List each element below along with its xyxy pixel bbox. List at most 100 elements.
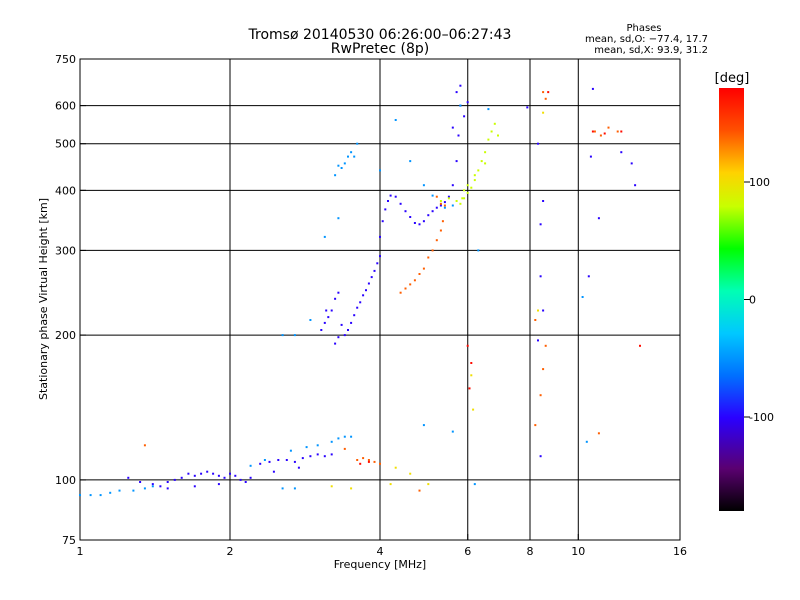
y-tick-label: 600	[55, 100, 76, 113]
data-point	[547, 91, 550, 94]
colorbar-tick-label: 100	[749, 176, 770, 189]
data-point	[451, 184, 454, 187]
data-point	[343, 447, 346, 450]
data-point	[542, 91, 545, 94]
data-point	[589, 155, 592, 158]
data-point	[544, 344, 547, 347]
phases-x-mean: mean, sd,X: 93.9, 31.2	[594, 45, 708, 56]
data-point	[394, 119, 397, 121]
data-point	[422, 267, 425, 270]
data-point	[297, 466, 300, 469]
data-point	[118, 489, 121, 492]
data-point	[316, 444, 319, 447]
data-point	[99, 494, 102, 497]
data-point	[309, 455, 312, 458]
data-point	[239, 478, 242, 481]
data-point	[473, 179, 476, 182]
data-point	[399, 291, 402, 294]
data-point	[404, 210, 407, 213]
data-point	[305, 446, 308, 449]
data-point	[365, 289, 367, 292]
data-point	[394, 466, 397, 469]
x-tick-label: 8	[527, 545, 534, 558]
y-axis-ticks: 75 100 200 300 400 500 600 750	[55, 53, 86, 547]
data-point	[487, 138, 490, 141]
data-point	[472, 408, 475, 411]
data-point	[109, 491, 112, 494]
data-point	[337, 164, 340, 167]
data-point	[359, 462, 362, 465]
data-point	[151, 483, 154, 486]
data-point	[330, 440, 333, 443]
data-point	[427, 256, 430, 259]
data-point	[223, 476, 226, 479]
data-point	[470, 374, 473, 377]
data-point	[301, 457, 304, 460]
data-point	[316, 453, 319, 456]
colorbar-tick-label: 0	[749, 294, 756, 307]
data-point	[439, 200, 442, 202]
data-point	[477, 169, 480, 172]
data-point	[463, 189, 466, 192]
data-point	[537, 309, 539, 312]
data-point	[466, 191, 469, 194]
data-point	[389, 194, 392, 197]
data-point	[443, 201, 446, 204]
data-point	[537, 339, 539, 342]
data-point	[323, 455, 326, 458]
data-point	[413, 222, 416, 224]
data-point	[309, 319, 312, 321]
data-point	[616, 130, 619, 133]
data-point	[466, 344, 469, 347]
data-point	[193, 474, 196, 477]
data-point	[337, 291, 340, 294]
data-point	[362, 457, 365, 460]
data-point	[337, 336, 340, 339]
data-point	[490, 130, 493, 133]
chart-title: Tromsø 20140530 06:26:00–06:27:43	[248, 27, 512, 43]
data-point	[459, 202, 462, 205]
phases-title: Phases	[626, 23, 661, 34]
data-point	[461, 197, 464, 200]
x-tick-label: 6	[464, 545, 471, 558]
data-point	[470, 186, 473, 189]
data-point	[593, 130, 596, 133]
data-point	[330, 485, 333, 488]
data-point	[470, 362, 473, 364]
data-point	[217, 474, 220, 477]
x-axis-ticks: 1 2 4 6 8 10 16	[77, 534, 687, 558]
data-point	[320, 329, 323, 331]
data-point	[350, 487, 353, 490]
data-point	[370, 276, 373, 279]
data-point	[484, 151, 487, 154]
data-point	[466, 101, 469, 104]
data-point	[591, 87, 594, 90]
data-point	[599, 134, 602, 137]
data-point	[459, 84, 462, 87]
data-point	[422, 220, 425, 223]
data-point	[379, 255, 381, 258]
data-point	[451, 204, 454, 207]
data-point	[409, 160, 412, 163]
data-point	[323, 235, 326, 238]
data-point	[334, 174, 337, 177]
data-point	[132, 489, 135, 492]
data-point	[166, 481, 169, 483]
data-point	[431, 249, 434, 252]
y-tick-label: 100	[55, 474, 76, 487]
data-point	[217, 483, 220, 486]
colorbar-label: [deg]	[715, 71, 750, 86]
data-point	[418, 223, 421, 226]
data-point	[277, 459, 280, 461]
data-point	[466, 184, 469, 187]
data-point	[379, 235, 381, 238]
data-point	[487, 108, 490, 111]
data-point	[159, 485, 162, 488]
data-point	[455, 160, 458, 163]
data-point	[334, 342, 337, 345]
data-point	[249, 476, 252, 479]
data-point	[534, 319, 537, 321]
data-point	[340, 323, 343, 326]
x-tick-label: 2	[227, 545, 234, 558]
data-point	[480, 160, 483, 163]
